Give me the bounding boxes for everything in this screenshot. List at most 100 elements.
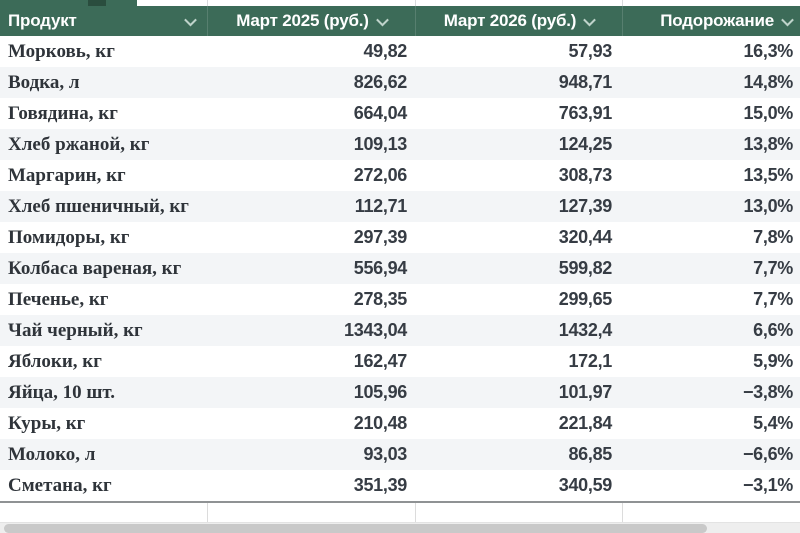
- cell-product[interactable]: Хлеб пшеничный, кг: [8, 195, 189, 217]
- horizontal-scrollbar[interactable]: [0, 522, 800, 533]
- filter-chevron-icon[interactable]: [781, 13, 794, 26]
- table-row: Сметана, кг 351,39 340,59 −3,1%: [0, 470, 800, 501]
- cell-price-2025[interactable]: 826,62: [353, 72, 408, 92]
- cell-product[interactable]: Говядина, кг: [8, 102, 118, 124]
- cell-product[interactable]: Хлеб ржаной, кг: [8, 133, 150, 155]
- cell-price-2026[interactable]: 124,25: [558, 134, 613, 154]
- cell-price-2026[interactable]: 599,82: [558, 258, 613, 278]
- cell-product[interactable]: Молоко, л: [8, 443, 96, 465]
- cell-price-2025[interactable]: 93,03: [363, 444, 407, 464]
- cell-price-2025[interactable]: 351,39: [353, 475, 408, 495]
- cell-product[interactable]: Морковь, кг: [8, 40, 115, 62]
- cell-change[interactable]: 14,8%: [743, 72, 793, 92]
- cell-price-2025[interactable]: 297,39: [353, 227, 408, 247]
- cell-price-2026[interactable]: 340,59: [558, 475, 613, 495]
- table-row: Водка, л 826,62 948,71 14,8%: [0, 67, 800, 98]
- cell-price-2025[interactable]: 109,13: [353, 134, 408, 154]
- cell-price-2026[interactable]: 101,97: [558, 382, 613, 402]
- cell-price-2025[interactable]: 210,48: [353, 413, 408, 433]
- grid-line: [207, 0, 208, 6]
- cell-price-2025[interactable]: 556,94: [353, 258, 408, 278]
- table-row: Яйца, 10 шт. 105,96 101,97 −3,8%: [0, 377, 800, 408]
- cell-change[interactable]: −3,8%: [742, 382, 793, 402]
- cell-change[interactable]: 13,0%: [743, 196, 793, 216]
- cell-product[interactable]: Маргарин, кг: [8, 164, 126, 186]
- table-row: Морковь, кг 49,82 57,93 16,3%: [0, 36, 800, 67]
- cell-price-2025[interactable]: 278,35: [353, 289, 408, 309]
- header-label-product: Продукт: [8, 11, 77, 30]
- table-row: Хлеб пшеничный, кг 112,71 127,39 13,0%: [0, 191, 800, 222]
- cell-price-2026[interactable]: 86,85: [568, 444, 612, 464]
- cell-price-2025[interactable]: 105,96: [353, 382, 408, 402]
- table-body: Морковь, кг 49,82 57,93 16,3% Водка, л 826,62…: [0, 36, 800, 501]
- cell-product[interactable]: Сметана, кг: [8, 474, 112, 496]
- table-row: Молоко, л 93,03 86,85 −6,6%: [0, 439, 800, 470]
- cell-price-2025[interactable]: 272,06: [353, 165, 408, 185]
- cell-change[interactable]: 7,8%: [753, 227, 793, 247]
- table-row: Печенье, кг 278,35 299,65 7,7%: [0, 284, 800, 315]
- grid-line: [415, 0, 416, 6]
- cell-change[interactable]: 5,4%: [753, 413, 793, 433]
- cell-product[interactable]: Чай черный, кг: [8, 319, 143, 341]
- empty-grid-row[interactable]: [0, 503, 800, 522]
- cell-product[interactable]: Водка, л: [8, 71, 80, 93]
- cell-price-2026[interactable]: 57,93: [568, 41, 612, 61]
- table-row: Помидоры, кг 297,39 320,44 7,8%: [0, 222, 800, 253]
- cell-price-2025[interactable]: 1343,04: [344, 320, 407, 340]
- header-cell-march-2025[interactable]: Март 2025 (руб.): [207, 6, 415, 36]
- table-row: Хлеб ржаной, кг 109,13 124,25 13,8%: [0, 129, 800, 160]
- filter-chevron-icon[interactable]: [184, 13, 197, 26]
- header-cell-march-2026[interactable]: Март 2026 (руб.): [415, 6, 622, 36]
- filter-chevron-icon[interactable]: [583, 13, 597, 26]
- cell-product[interactable]: Колбаса вареная, кг: [8, 257, 182, 279]
- table-row: Яблоки, кг 162,47 172,1 5,9%: [0, 346, 800, 377]
- cell-change[interactable]: 5,9%: [753, 351, 793, 371]
- cell-product[interactable]: Печенье, кг: [8, 288, 109, 310]
- cell-price-2026[interactable]: 308,73: [558, 165, 613, 185]
- cell-change[interactable]: 13,5%: [743, 165, 793, 185]
- cell-change[interactable]: 6,6%: [753, 320, 793, 340]
- cell-price-2026[interactable]: 299,65: [558, 289, 613, 309]
- cell-change[interactable]: −6,6%: [742, 444, 793, 464]
- header-cell-product[interactable]: Продукт: [0, 6, 207, 36]
- table-header-row: Продукт Март 2025 (руб.) Март 2026 (руб.) П…: [0, 6, 800, 36]
- grid-line: [622, 0, 623, 6]
- cell-price-2026[interactable]: 948,71: [558, 72, 613, 92]
- cell-product[interactable]: Яблоки, кг: [8, 350, 102, 372]
- cell-change[interactable]: 7,7%: [753, 289, 793, 309]
- cell-change[interactable]: 15,0%: [743, 103, 793, 123]
- table-row: Маргарин, кг 272,06 308,73 13,5%: [0, 160, 800, 191]
- cell-price-2025[interactable]: 162,47: [353, 351, 408, 371]
- cell-change[interactable]: 13,8%: [743, 134, 793, 154]
- grid-line: [622, 503, 623, 522]
- header-label-march-2025: Март 2025 (руб.): [236, 11, 369, 30]
- cell-price-2025[interactable]: 664,04: [353, 103, 408, 123]
- cell-price-2026[interactable]: 320,44: [558, 227, 613, 247]
- cell-product[interactable]: Яйца, 10 шт.: [8, 381, 116, 403]
- cell-price-2026[interactable]: 221,84: [558, 413, 613, 433]
- cell-price-2025[interactable]: 49,82: [363, 41, 407, 61]
- filter-chevron-icon[interactable]: [375, 13, 389, 26]
- table-row: Чай черный, кг 1343,04 1432,4 6,6%: [0, 315, 800, 346]
- cell-change[interactable]: −3,1%: [742, 475, 793, 495]
- grid-line: [207, 503, 208, 522]
- header-cell-price-increase[interactable]: Подорожание: [622, 6, 800, 36]
- cell-change[interactable]: 16,3%: [743, 41, 793, 61]
- table-row: Говядина, кг 664,04 763,91 15,0%: [0, 98, 800, 129]
- cell-price-2026[interactable]: 763,91: [558, 103, 613, 123]
- header-label-price-increase: Подорожание: [660, 11, 774, 30]
- partial-row-above: [0, 0, 800, 6]
- cell-price-2026[interactable]: 172,1: [568, 351, 612, 371]
- header-label-march-2026: Март 2026 (руб.): [443, 11, 577, 30]
- cell-change[interactable]: 7,7%: [753, 258, 793, 278]
- table-row: Куры, кг 210,48 221,84 5,4%: [0, 408, 800, 439]
- cell-price-2026[interactable]: 127,39: [558, 196, 613, 216]
- grid-line: [415, 503, 416, 522]
- cell-product[interactable]: Куры, кг: [8, 412, 86, 434]
- cell-price-2025[interactable]: 112,71: [354, 196, 408, 216]
- cell-price-2026[interactable]: 1432,4: [558, 320, 613, 340]
- partial-green-cell: [0, 0, 137, 6]
- scrollbar-thumb[interactable]: [4, 524, 707, 533]
- cell-product[interactable]: Помидоры, кг: [8, 226, 130, 248]
